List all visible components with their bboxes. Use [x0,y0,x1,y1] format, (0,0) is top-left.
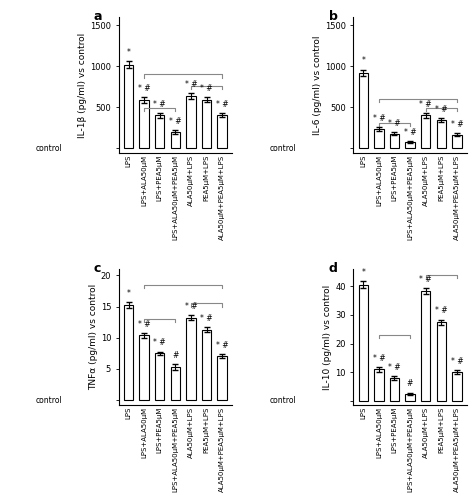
Bar [202,100,211,148]
Text: * #: * # [216,100,228,110]
Bar [452,134,462,148]
Text: * #: * # [404,128,417,137]
Y-axis label: IL-6 (pg/ml) vs control: IL-6 (pg/ml) vs control [313,36,322,135]
Bar [218,116,227,148]
Text: c: c [94,262,101,276]
Text: *: * [127,48,131,57]
Text: * #: * # [372,114,385,123]
Text: * #: * # [185,302,197,311]
Text: d: d [329,262,337,276]
Text: * #: * # [435,306,447,316]
Text: * #: * # [419,100,432,109]
Text: control: control [36,144,62,152]
Text: control: control [270,144,297,152]
Bar [186,96,196,148]
Bar [405,394,415,401]
Bar [390,134,399,148]
Text: * #: * # [185,80,197,89]
Bar [359,73,368,148]
Bar [437,322,446,401]
Text: * #: * # [169,116,181,126]
Text: #: # [407,380,413,388]
Text: * #: * # [450,120,463,129]
Bar [374,130,383,148]
Y-axis label: TNFα (pg/ml) vs control: TNFα (pg/ml) vs control [89,284,98,391]
Text: *: * [361,268,365,278]
Bar [155,354,164,400]
Bar [421,116,430,148]
Y-axis label: IL-10 (pg/ml) vs control: IL-10 (pg/ml) vs control [323,284,332,390]
Bar [171,367,180,400]
Text: * #: * # [216,341,228,350]
Bar [124,64,133,148]
Text: * #: * # [200,314,213,324]
Text: b: b [329,10,337,24]
Text: * #: * # [388,119,401,128]
Bar [171,132,180,148]
Bar [140,100,149,148]
Bar [155,116,164,148]
Text: * #: * # [450,357,463,366]
Text: *: * [361,56,365,66]
Bar [452,372,462,401]
Text: * #: * # [138,320,151,328]
Bar [202,330,211,400]
Bar [140,336,149,400]
Y-axis label: IL-1β (pg/ml) vs control: IL-1β (pg/ml) vs control [78,32,87,138]
Bar [186,318,196,400]
Text: * #: * # [138,84,151,93]
Bar [374,370,383,401]
Text: * #: * # [153,338,166,347]
Text: * #: * # [435,105,447,114]
Bar [218,356,227,400]
Text: * #: * # [388,363,401,372]
Bar [390,378,399,401]
Text: a: a [94,10,102,24]
Bar [124,306,133,400]
Text: *: * [127,289,131,298]
Bar [405,142,415,148]
Text: * #: * # [419,274,432,283]
Text: * #: * # [153,100,166,109]
Bar [359,285,368,401]
Text: control: control [270,396,297,406]
Bar [437,120,446,148]
Bar [421,290,430,401]
Text: * #: * # [200,84,213,94]
Text: * #: * # [372,354,385,362]
Text: #: # [172,351,179,360]
Text: control: control [36,396,62,404]
